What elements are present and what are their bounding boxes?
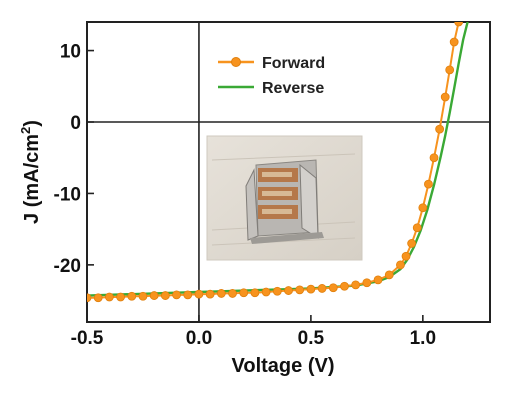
y-axis-label-sup: 2 (18, 127, 33, 134)
data-point-forward (429, 153, 439, 163)
data-point-forward (295, 285, 305, 295)
data-point-forward (272, 286, 282, 296)
y-axis-label-close: ) (21, 120, 43, 127)
data-point-forward (183, 290, 193, 300)
data-point-forward (138, 291, 148, 301)
y-tick-label: 10 (60, 42, 81, 63)
y-axis-label-main: J (mA/cm (21, 134, 43, 224)
x-tick-label: 0.0 (186, 328, 212, 349)
legend: Forward Reverse (218, 55, 325, 97)
data-point-forward (116, 292, 125, 302)
data-point-forward (239, 288, 249, 298)
legend-forward-marker (231, 57, 241, 67)
data-point-forward (172, 290, 181, 300)
data-point-forward (384, 270, 394, 280)
legend-reverse-label: Reverse (262, 80, 324, 97)
data-point-forward (454, 22, 464, 27)
data-point-forward (445, 65, 455, 75)
data-point-forward (194, 289, 204, 299)
data-point-forward (362, 278, 372, 288)
x-tick-label: 0.5 (298, 328, 325, 349)
series-line-forward (87, 22, 460, 299)
data-point-forward (401, 251, 411, 261)
x-tick-label: 1.0 (410, 328, 436, 349)
data-point-forward (351, 280, 361, 290)
data-point-forward (396, 260, 405, 270)
y-tick-label: -20 (54, 256, 81, 277)
data-point-forward (216, 289, 226, 298)
data-point-forward (306, 284, 316, 294)
data-point-forward (407, 239, 417, 248)
data-point-forward (449, 37, 459, 47)
data-point-forward (127, 291, 137, 301)
y-axis-label: J (mA/cm2) (18, 120, 43, 224)
data-point-forward (284, 286, 293, 295)
data-point-forward (250, 288, 260, 298)
data-point-forward (261, 287, 271, 297)
data-point-forward (93, 293, 103, 303)
data-point-forward (317, 284, 327, 293)
data-point-forward (424, 179, 433, 189)
data-point-forward (328, 283, 338, 293)
data-point-forward (149, 291, 159, 300)
data-point-forward (435, 124, 445, 134)
y-tick-label: -10 (54, 184, 81, 205)
y-tick-label: 0 (70, 113, 81, 134)
device-photo-inset (206, 135, 363, 261)
data-point-forward (440, 92, 450, 102)
data-point-forward (340, 281, 349, 291)
legend-forward-label: Forward (262, 55, 325, 72)
data-point-forward (205, 289, 215, 299)
data-point-forward (373, 275, 383, 285)
data-point-forward (104, 292, 114, 302)
data-point-forward (87, 293, 92, 303)
data-point-forward (228, 289, 237, 298)
x-axis-label: Voltage (V) (232, 355, 335, 377)
x-tick-label: -0.5 (71, 328, 104, 349)
data-point-forward (412, 223, 422, 233)
data-point-forward (418, 203, 428, 213)
data-point-forward (160, 291, 170, 300)
